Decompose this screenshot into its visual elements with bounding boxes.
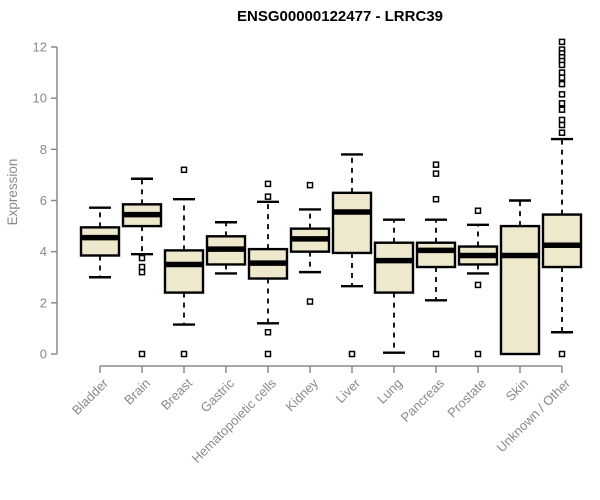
outlier-point — [558, 100, 566, 107]
y-tick-label: 2 — [40, 295, 47, 310]
outlier-point — [306, 298, 314, 305]
outlier-point — [264, 180, 272, 188]
x-tick-label: Breast — [158, 375, 195, 412]
outlier-point — [348, 350, 356, 358]
outlier-point — [558, 350, 566, 358]
y-tick-label: 6 — [40, 193, 47, 208]
box-bladder — [79, 226, 121, 257]
box-skin — [499, 224, 541, 356]
x-tick-label: Bladder — [69, 375, 112, 418]
outlier-point — [138, 268, 146, 276]
x-tick-label: Lung — [374, 376, 405, 407]
x-tick-label: Unknown / Other — [494, 375, 574, 455]
outlier-point — [558, 116, 566, 124]
outlier-point — [138, 254, 146, 262]
x-tick-label: Gastric — [197, 375, 237, 415]
outlier-point — [558, 80, 566, 88]
outlier-point — [138, 263, 146, 271]
box-liver — [331, 191, 373, 255]
outlier-point — [180, 166, 188, 174]
outlier-point — [432, 170, 440, 177]
outlier-point — [474, 350, 482, 358]
outlier-point — [558, 129, 566, 136]
y-tick-label: 12 — [33, 40, 47, 55]
outlier-point — [264, 329, 272, 336]
box-unknown-other — [541, 213, 583, 269]
outlier-point — [264, 350, 272, 358]
y-tick-label: 8 — [40, 142, 47, 157]
outlier-point — [558, 61, 566, 69]
outlier-point — [474, 281, 482, 289]
box-lung — [373, 241, 415, 294]
outlier-point — [558, 74, 566, 81]
outlier-point — [558, 38, 566, 46]
box-breast — [163, 249, 205, 294]
x-tick-label: Kidney — [282, 375, 321, 414]
y-axis-label: Expression — [5, 159, 20, 226]
outlier-point — [474, 207, 482, 214]
outlier-point — [432, 195, 440, 203]
outlier-point — [180, 350, 188, 358]
outlier-point — [558, 106, 566, 113]
box-pancreas — [415, 241, 457, 269]
x-tick-label: Brain — [121, 376, 153, 408]
y-tick-label: 4 — [40, 244, 47, 259]
y-tick-label: 0 — [40, 347, 47, 362]
outlier-point — [432, 350, 440, 358]
outlier-point — [264, 193, 272, 200]
outlier-point — [432, 161, 440, 168]
x-tick-label: Skin — [503, 376, 531, 404]
outlier-point — [558, 121, 566, 129]
outlier-point — [558, 91, 566, 98]
x-tick-label: Liver — [333, 375, 364, 406]
x-tick-label: Prostate — [444, 376, 489, 421]
x-tick-label: Pancreas — [398, 375, 448, 425]
outlier-point — [558, 69, 566, 76]
outlier-point — [306, 181, 314, 189]
outlier-point — [138, 350, 146, 358]
chart-title: ENSG00000122477 - LRRC39 — [237, 8, 443, 25]
y-tick-label: 10 — [33, 91, 47, 106]
